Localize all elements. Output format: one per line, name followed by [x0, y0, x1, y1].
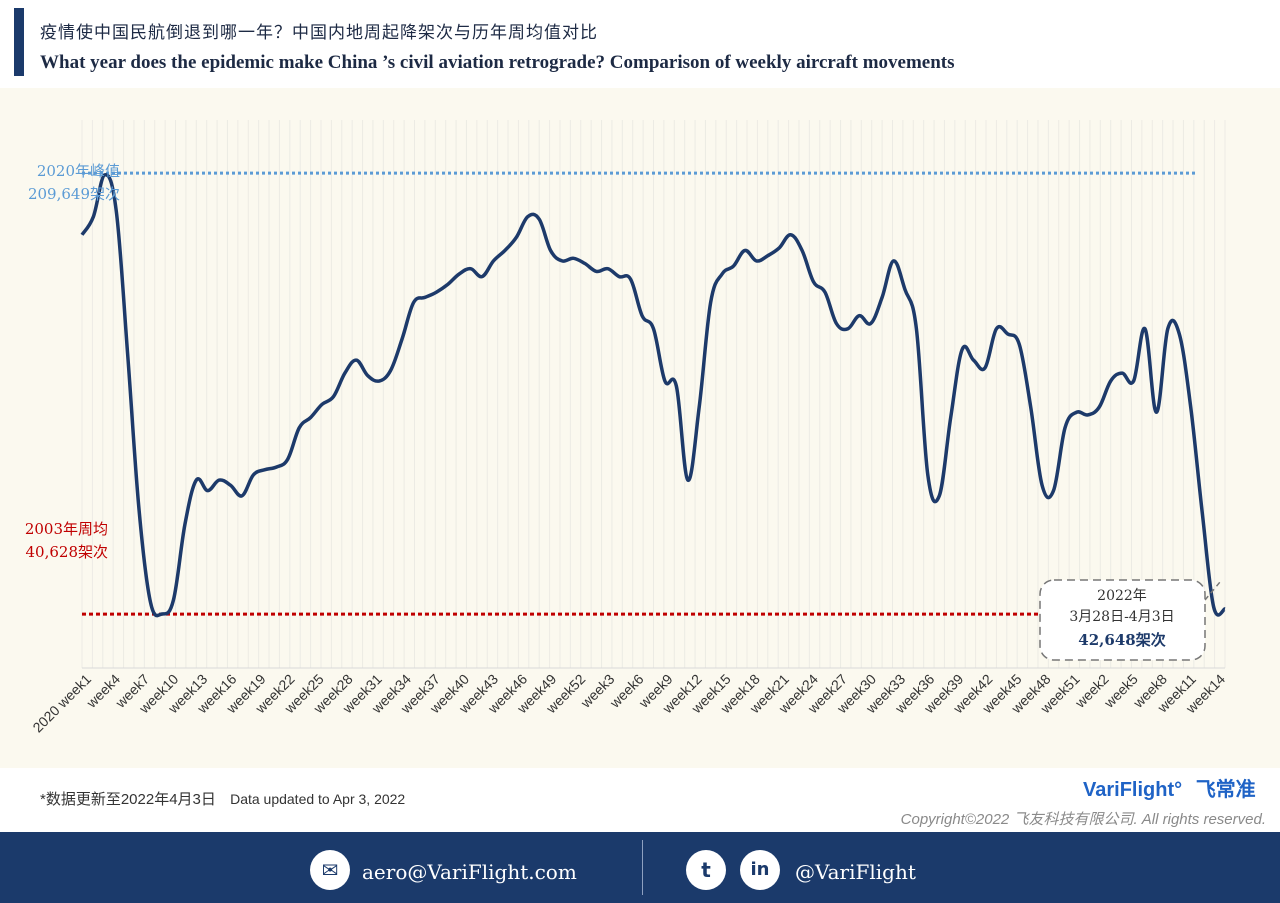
callout-line1: 2022年: [1097, 588, 1147, 604]
chart-grid: [81, 120, 1226, 669]
x-axis-tick-labels: 2020 week1week4week7week10week13week16we…: [29, 671, 1228, 736]
low-label-line2: 40,628架次: [26, 543, 109, 561]
title-accent-bar: [14, 8, 24, 76]
x-tick-label: 2020 week1: [29, 671, 94, 736]
email-link[interactable]: aero@VariFlight.com: [362, 860, 577, 884]
note-en: Data updated to Apr 3, 2022: [230, 791, 406, 807]
reference-lines: [82, 171, 1198, 616]
chart-title-en: What year does the epidemic make China ’…: [40, 52, 955, 73]
social-handle-link[interactable]: @VariFlight: [795, 860, 916, 884]
reference-labels: 2020年峰值 209,649架次 2003年周均 40,628架次: [25, 162, 120, 561]
brand-en: VariFlight°: [1083, 779, 1183, 801]
line-chart: 2020年峰值 209,649架次 2003年周均 40,628架次 2022年…: [25, 120, 1228, 736]
peak-label-line2: 209,649架次: [28, 185, 120, 203]
latest-week-callout: 2022年 3月28日-4月3日 42,648架次: [1039, 579, 1221, 661]
mail-icon[interactable]: ✉: [310, 850, 350, 890]
variflight-logo: VariFlight° 飞常准: [1083, 773, 1256, 802]
data-update-note: *数据更新至2022年4月3日 Data updated to Apr 3, 2…: [40, 788, 405, 809]
note-cn: *数据更新至2022年4月3日: [40, 791, 216, 808]
chart-title-cn: 疫情使中国民航倒退到哪一年？中国内地周起降架次与历年周均值对比: [40, 23, 598, 43]
peak-label-line1: 2020年峰值: [37, 162, 120, 180]
callout-line3: 42,648架次: [1078, 631, 1165, 649]
linkedin-icon[interactable]: in: [740, 850, 780, 890]
weekly-movements-line: [80, 173, 1227, 618]
brand-cn: 飞常准: [1195, 779, 1256, 801]
footer-divider: [642, 840, 643, 895]
twitter-icon[interactable]: t: [686, 850, 726, 890]
copyright-text: Copyright©2022 飞友科技有限公司. All rights rese…: [900, 811, 1266, 828]
low-label-line1: 2003年周均: [25, 520, 108, 538]
callout-line2: 3月28日-4月3日: [1069, 609, 1174, 625]
contact-footer: ✉ aero@VariFlight.com t in @VariFlight: [0, 832, 1280, 903]
